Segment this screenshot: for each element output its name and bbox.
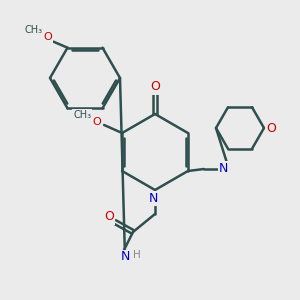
Text: CH₃: CH₃ xyxy=(24,25,43,35)
Text: N: N xyxy=(219,161,229,175)
Text: N: N xyxy=(120,250,130,263)
Text: N: N xyxy=(148,191,158,205)
Text: CH₃: CH₃ xyxy=(73,110,91,120)
Text: O: O xyxy=(104,211,114,224)
Text: H: H xyxy=(133,250,141,260)
Text: O: O xyxy=(266,122,276,134)
Text: O: O xyxy=(150,80,160,94)
Text: O: O xyxy=(93,117,101,127)
Text: O: O xyxy=(43,32,52,42)
